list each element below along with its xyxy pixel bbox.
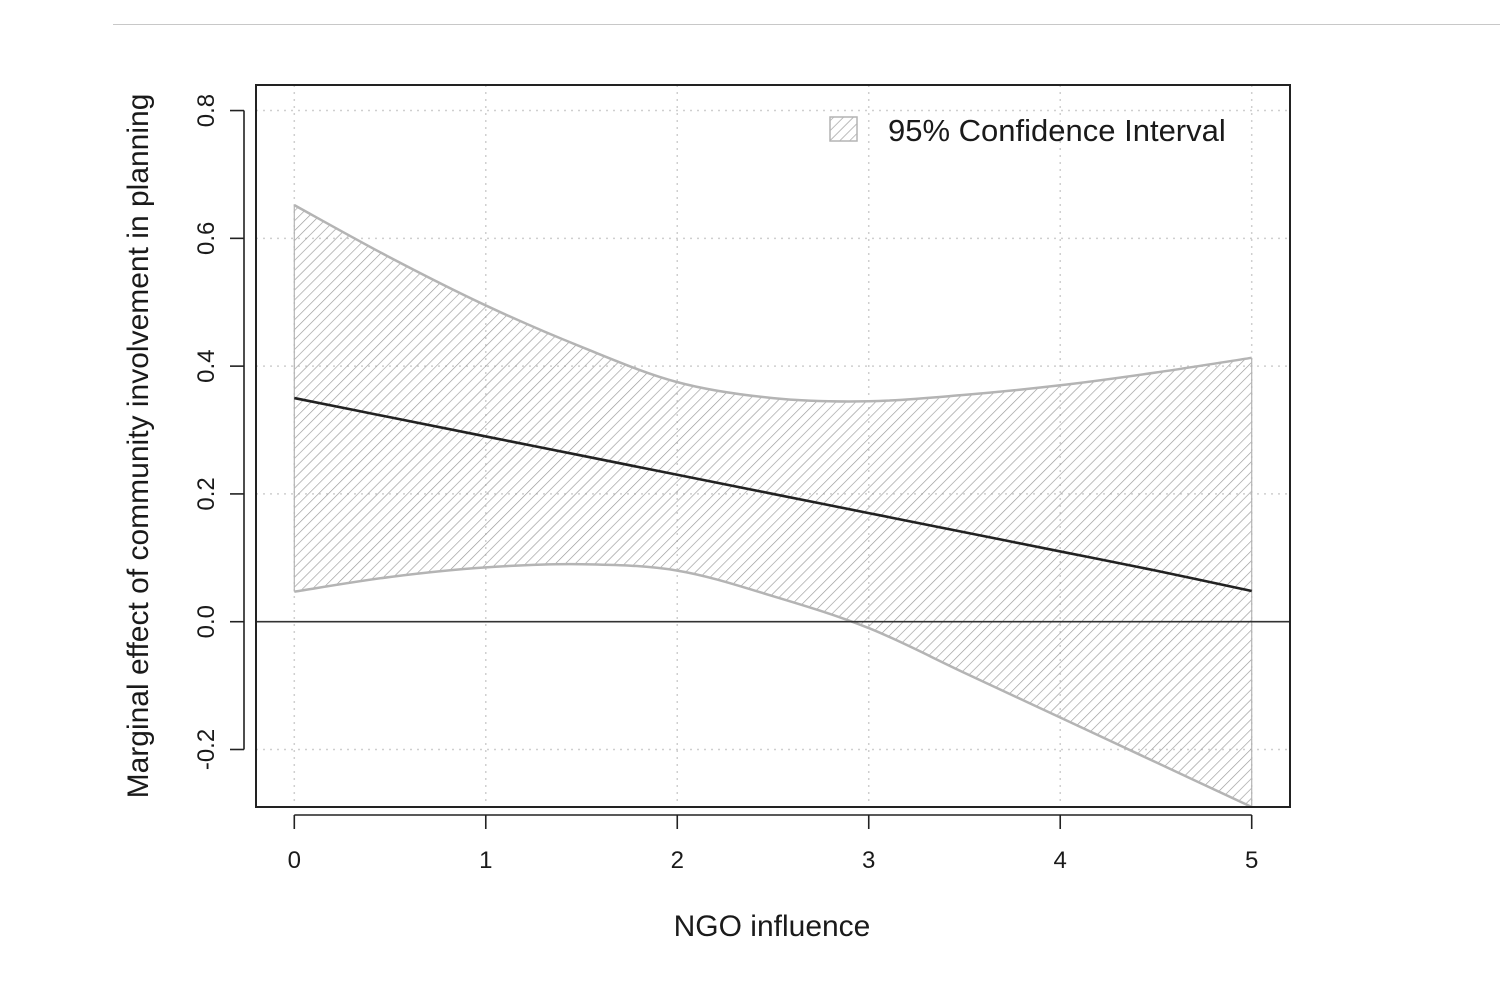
confidence-band-fill [294,205,1252,807]
x-tick-label: 1 [479,847,492,874]
y-tick-label: 0.2 [193,477,220,510]
y-tick-label: 0.8 [193,94,220,127]
x-tick-label: 2 [671,847,684,874]
x-tick-label: 5 [1245,847,1258,874]
legend-label: 95% Confidence Interval [888,113,1226,148]
top-divider [113,24,1500,25]
legend-hatch-swatch [829,116,858,142]
x-axis: 0 1 2 3 4 5 [288,814,1258,874]
x-axis-title: NGO influence [674,910,871,943]
y-tick-label: -0.2 [193,729,220,770]
y-axis-title: Marginal effect of community involvement… [122,94,155,799]
estimate-line-group [256,396,1290,623]
x-tick-label: 3 [862,847,875,874]
legend: 95% Confidence Interval [829,113,1226,148]
y-tick-label: 0.0 [193,605,220,638]
marginal-effect-line [294,396,1252,593]
ci-upper-bound [293,204,1252,403]
y-axis: -0.2 0.0 0.2 0.4 0.6 0.8 [193,94,245,770]
x-tick-label: 0 [288,847,301,874]
confidence-band-group [293,204,1253,807]
ci-lower-bound [294,562,1253,807]
y-tick-label: 0.6 [193,222,220,255]
x-tick-label: 4 [1054,847,1067,874]
y-tick-label: 0.4 [193,349,220,382]
plot-frame [255,84,1291,808]
